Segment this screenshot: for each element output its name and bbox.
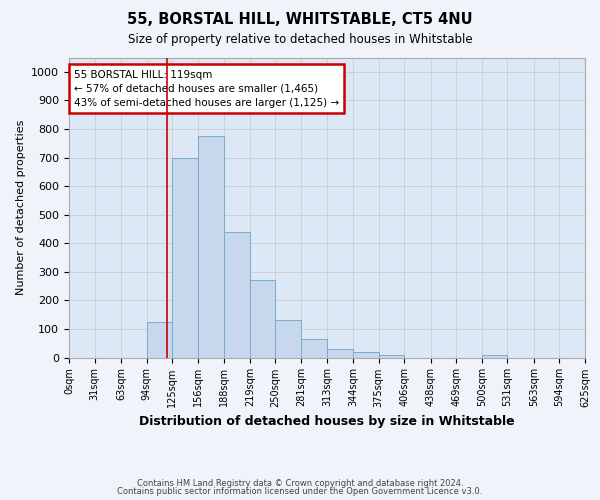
Bar — [250, 280, 275, 357]
Bar — [198, 136, 224, 358]
Text: Size of property relative to detached houses in Whitstable: Size of property relative to detached ho… — [128, 32, 472, 46]
Text: 55, BORSTAL HILL, WHITSTABLE, CT5 4NU: 55, BORSTAL HILL, WHITSTABLE, CT5 4NU — [127, 12, 473, 28]
Y-axis label: Number of detached properties: Number of detached properties — [16, 120, 26, 295]
Bar — [275, 320, 301, 358]
Bar — [328, 349, 353, 358]
Bar — [379, 354, 404, 358]
Bar — [146, 322, 172, 358]
Bar — [172, 158, 198, 358]
Text: 55 BORSTAL HILL: 119sqm
← 57% of detached houses are smaller (1,465)
43% of semi: 55 BORSTAL HILL: 119sqm ← 57% of detache… — [74, 70, 339, 108]
Bar — [353, 352, 379, 358]
Text: Contains HM Land Registry data © Crown copyright and database right 2024.: Contains HM Land Registry data © Crown c… — [137, 478, 463, 488]
Bar — [301, 339, 328, 357]
Text: Contains public sector information licensed under the Open Government Licence v3: Contains public sector information licen… — [118, 487, 482, 496]
Bar — [224, 232, 250, 358]
Bar — [482, 354, 508, 358]
X-axis label: Distribution of detached houses by size in Whitstable: Distribution of detached houses by size … — [139, 415, 515, 428]
